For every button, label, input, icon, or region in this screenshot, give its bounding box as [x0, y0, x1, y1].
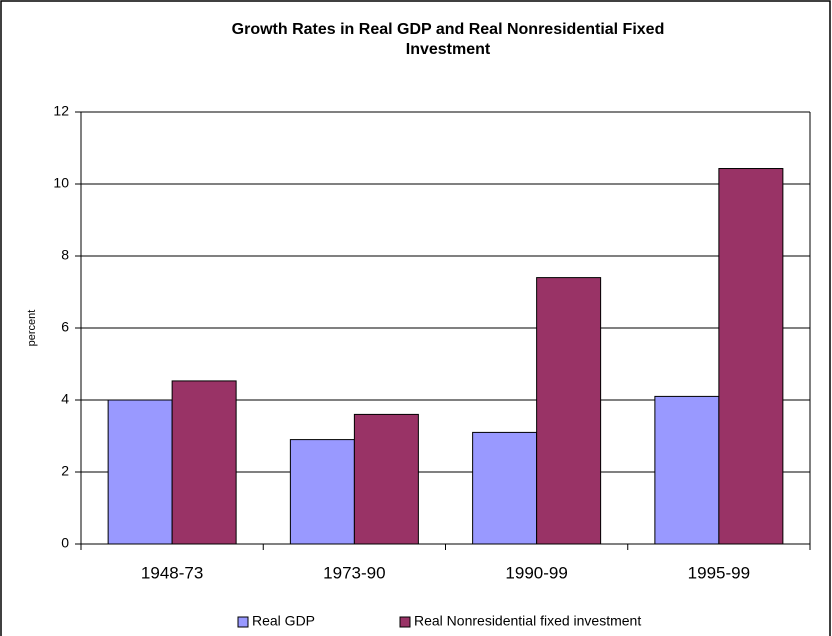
- legend-swatch: [399, 616, 411, 628]
- y-axis-label: percent: [26, 310, 38, 347]
- y-tick-label: 0: [61, 535, 69, 551]
- legend-swatch: [237, 616, 249, 628]
- bar: [536, 277, 602, 545]
- y-tick-label: 12: [53, 103, 69, 119]
- legend-label: Real GDP: [252, 613, 315, 629]
- bar: [171, 380, 237, 545]
- bar: [107, 399, 173, 545]
- y-tick-label: 4: [61, 391, 69, 407]
- bar: [472, 431, 538, 545]
- chart-title: Growth Rates in Real GDP and Real Nonres…: [232, 21, 665, 58]
- y-tick-label: 8: [61, 247, 69, 263]
- x-tick-label: 1990-99: [505, 563, 567, 582]
- bar: [718, 168, 784, 545]
- x-tick-label: 1948-73: [141, 563, 203, 582]
- y-tick-label: 6: [61, 319, 69, 335]
- legend-label: Real Nonresidential fixed investment: [414, 613, 641, 629]
- x-tick-label: 1973-90: [323, 563, 385, 582]
- bar: [353, 413, 419, 545]
- y-tick-label: 10: [53, 175, 69, 191]
- bar: [289, 439, 355, 545]
- y-tick-label: 2: [61, 463, 69, 479]
- bar: [654, 395, 720, 545]
- x-tick-label: 1995-99: [688, 563, 750, 582]
